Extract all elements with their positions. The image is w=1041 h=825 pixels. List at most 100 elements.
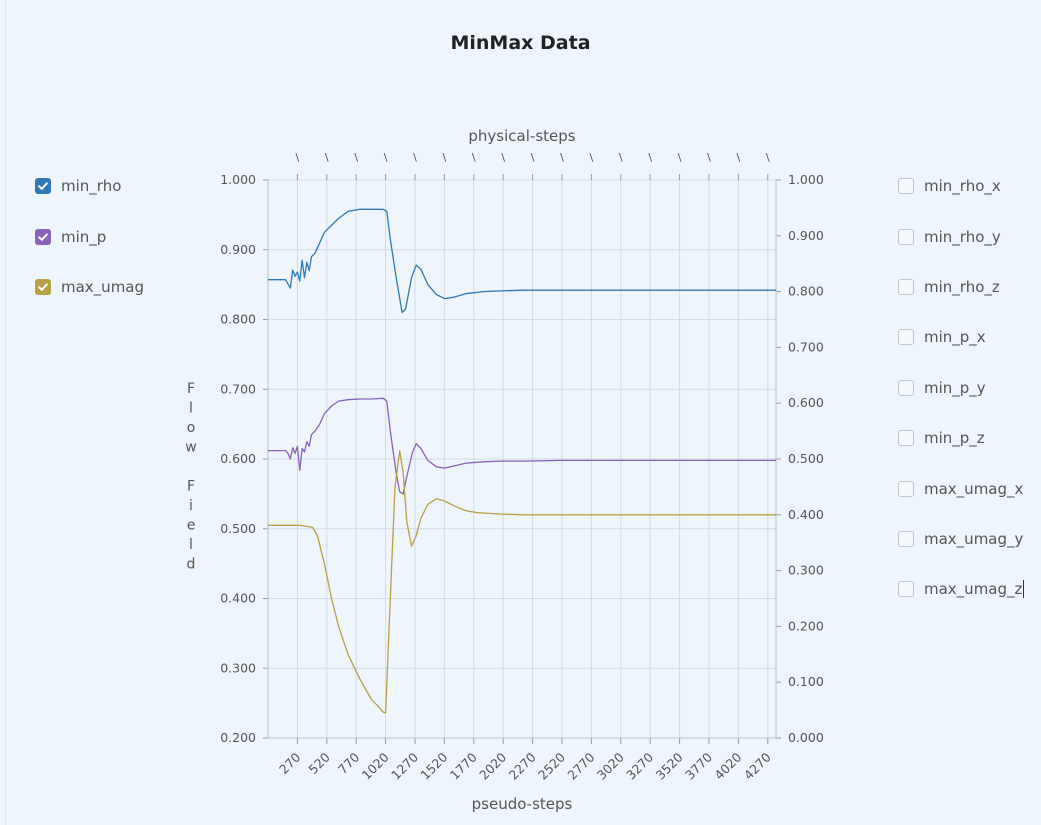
bottom-tick-label: 2770 <box>564 749 597 782</box>
checkmark-icon <box>38 232 48 241</box>
checkmark-icon <box>38 182 48 190</box>
top-tick-label: \ <box>737 151 741 164</box>
top-tick-label: \ <box>501 151 505 164</box>
right-tick-label: 0.800 <box>788 284 824 299</box>
legend-item-min-p-y[interactable]: min_p_y <box>898 363 1023 413</box>
bottom-tick-label: 1770 <box>447 749 480 782</box>
checkbox-min-p[interactable] <box>35 228 51 245</box>
top-tick-label: \ <box>296 151 300 164</box>
checkbox-max-umag-z[interactable] <box>898 581 914 598</box>
bottom-tick-label: 2020 <box>476 749 509 782</box>
left-tick-label: 0.700 <box>220 381 256 396</box>
legend-item-min-rho-x[interactable]: min_rho_x <box>898 161 1023 211</box>
right-tick-label: 1.000 <box>788 172 824 187</box>
top-tick-label: \ <box>325 151 329 164</box>
x-axis-label: pseudo-steps <box>472 795 573 813</box>
legend-label: min_p_z <box>924 429 985 448</box>
checkbox-min-rho[interactable] <box>35 178 51 195</box>
legend-item-max-umag-z[interactable]: max_umag_z <box>898 564 1023 614</box>
bottom-tick-label: 4270 <box>741 749 774 782</box>
bottom-tick-label: 270 <box>276 749 304 777</box>
legend-item-min-p-x[interactable]: min_p_x <box>898 312 1023 362</box>
legend-item-max-umag-y[interactable]: max_umag_y <box>898 514 1023 564</box>
bottom-tick-label: 3770 <box>682 749 715 782</box>
legend-label: min_rho <box>61 177 122 196</box>
checkbox-min-rho-x[interactable] <box>898 178 914 195</box>
checkbox-min-p-y[interactable] <box>898 379 914 396</box>
checkmark-icon <box>38 283 48 291</box>
checkbox-min-p-z[interactable] <box>898 430 914 447</box>
top-axis-label: physical-steps <box>468 127 575 145</box>
top-tick-label: \ <box>354 151 358 164</box>
right-tick-label: 0.600 <box>788 395 824 410</box>
legend-item-min-rho-z[interactable]: min_rho_z <box>898 262 1023 312</box>
right-tick-label: 0.000 <box>788 730 824 745</box>
legend-label: max_umag_z <box>924 580 1023 599</box>
bottom-tick-label: 2270 <box>506 749 539 782</box>
series-line-min-rho <box>268 208 776 314</box>
checkbox-min-rho-y[interactable] <box>898 228 914 245</box>
bottom-tick-label: 4020 <box>711 749 744 782</box>
right-tick-label: 0.400 <box>788 507 824 522</box>
legend-item-min-rho[interactable]: min_rho <box>35 161 144 211</box>
left-tick-label: 1.000 <box>220 172 256 187</box>
checkbox-min-rho-z[interactable] <box>898 278 914 295</box>
legend-item-min-rho-y[interactable]: min_rho_y <box>898 211 1023 261</box>
top-tick-label: \ <box>443 151 447 164</box>
checkbox-max-umag-x[interactable] <box>898 480 914 497</box>
left-tick-label: 0.900 <box>220 242 256 257</box>
legend-item-max-umag[interactable]: max_umag <box>35 262 144 312</box>
right-tick-label: 0.900 <box>788 228 824 243</box>
right-legend: min_rho_x min_rho_y min_rho_z min_p_x min_p_… <box>898 161 1023 615</box>
top-tick-label: \ <box>560 151 564 164</box>
right-tick-label: 0.700 <box>788 339 824 354</box>
top-tick-label: \ <box>384 151 388 164</box>
bottom-tick-label: 1020 <box>359 749 392 782</box>
top-tick-label: \ <box>472 151 476 164</box>
series-line-min-p <box>268 397 776 495</box>
legend-label: min_p_x <box>924 328 986 347</box>
left-tick-label: 0.300 <box>220 660 256 675</box>
legend-item-max-umag-x[interactable]: max_umag_x <box>898 463 1023 513</box>
legend-label: min_rho_z <box>924 277 1000 296</box>
bottom-tick-label: 3520 <box>653 749 686 782</box>
legend-label: max_umag_y <box>924 529 1024 548</box>
right-tick-label: 0.300 <box>788 563 824 578</box>
right-tick-label: 0.100 <box>788 674 824 689</box>
legend-label: min_p <box>61 227 107 246</box>
legend-label: max_umag_x <box>924 479 1024 498</box>
legend-label: min_rho_x <box>924 177 1001 196</box>
top-tick-label: \ <box>413 151 417 164</box>
bottom-tick-label: 1520 <box>417 749 450 782</box>
left-border-rule <box>5 0 6 825</box>
bottom-tick-label: 520 <box>305 749 333 777</box>
right-tick-label: 0.200 <box>788 618 824 633</box>
legend-label: min_p_y <box>924 378 986 397</box>
checkbox-min-p-x[interactable] <box>898 329 914 346</box>
text-cursor <box>1023 580 1024 598</box>
series-line-max-umag <box>268 449 776 714</box>
top-tick-label: \ <box>531 151 535 164</box>
top-tick-label: \ <box>619 151 623 164</box>
bottom-tick-label: 2520 <box>535 749 568 782</box>
left-tick-label: 0.800 <box>220 312 256 327</box>
left-legend: min_rho min_p max_umag <box>35 161 144 312</box>
checkbox-max-umag[interactable] <box>35 278 51 295</box>
left-tick-label: 0.500 <box>220 521 256 536</box>
checkbox-max-umag-y[interactable] <box>898 530 914 547</box>
top-tick-label: \ <box>707 151 711 164</box>
bottom-tick-label: 3020 <box>594 749 627 782</box>
top-tick-label: \ <box>648 151 652 164</box>
legend-item-min-p-z[interactable]: min_p_z <box>898 413 1023 463</box>
legend-item-min-p[interactable]: min_p <box>35 211 144 261</box>
bottom-tick-label: 1270 <box>388 749 421 782</box>
left-tick-label: 0.200 <box>220 730 256 745</box>
left-tick-label: 0.400 <box>220 591 256 606</box>
right-tick-label: 0.500 <box>788 451 824 466</box>
top-tick-label: \ <box>678 151 682 164</box>
left-tick-label: 0.600 <box>220 451 256 466</box>
bottom-tick-label: 3270 <box>623 749 656 782</box>
legend-label: max_umag <box>61 277 145 296</box>
